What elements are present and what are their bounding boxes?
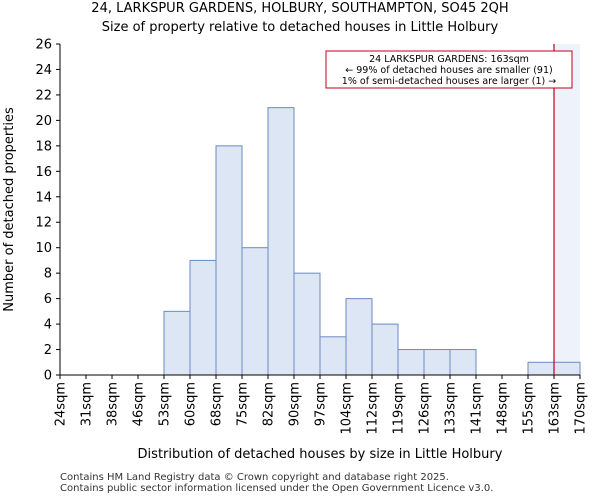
x-axis-title: Distribution of detached houses by size …	[138, 447, 503, 462]
bar	[345, 298, 373, 376]
x-tick-label: 148sqm	[496, 382, 511, 435]
bar	[397, 349, 425, 376]
x-tick-label: 60sqm	[184, 382, 199, 426]
x-tick-label: 163sqm	[548, 382, 563, 435]
annotation-text-2: ← 99% of detached houses are smaller (91…	[345, 65, 552, 76]
footer-line-2: Contains public sector information licen…	[60, 483, 494, 494]
bar	[163, 310, 191, 376]
bar	[293, 272, 321, 376]
y-tick-label: 24	[35, 63, 52, 78]
y-tick-label: 0	[44, 369, 52, 384]
x-tick-label: 68sqm	[210, 382, 225, 426]
bar	[189, 259, 217, 376]
chart-subtitle: Size of property relative to detached ho…	[101, 20, 499, 35]
y-tick-label: 16	[35, 165, 52, 180]
bar	[267, 107, 295, 376]
x-tick-label: 90sqm	[288, 382, 303, 426]
x-tick-label: 97sqm	[314, 382, 329, 426]
x-tick-label: 133sqm	[444, 382, 459, 435]
bar	[371, 323, 399, 376]
x-tick-label: 24sqm	[54, 382, 69, 426]
y-tick-label: 8	[44, 267, 52, 282]
x-tick-label: 119sqm	[392, 382, 407, 435]
bar	[241, 247, 269, 376]
bar	[527, 361, 555, 376]
annotation-text-3: 1% of semi-detached houses are larger (1…	[342, 76, 556, 87]
x-tick-label: 155sqm	[522, 382, 537, 435]
x-tick-label: 141sqm	[470, 382, 485, 435]
x-tick-label: 170sqm	[574, 382, 589, 435]
y-tick-label: 22	[35, 88, 52, 103]
y-tick-label: 18	[35, 139, 52, 154]
y-tick-label: 14	[35, 190, 52, 205]
y-axis-title: Number of detached properties	[2, 107, 17, 312]
y-tick-label: 26	[35, 38, 52, 53]
y-tick-label: 4	[44, 318, 52, 333]
annotation-box	[325, 50, 573, 89]
annotation-text-1: 24 LARKSPUR GARDENS: 163sqm	[369, 54, 529, 65]
bar	[449, 349, 477, 376]
y-tick-label: 12	[35, 216, 52, 231]
x-tick-label: 104sqm	[340, 382, 355, 435]
highlight-region	[554, 44, 580, 375]
y-tick-label: 10	[35, 241, 52, 256]
x-tick-label: 126sqm	[418, 382, 433, 435]
x-tick-label: 31sqm	[80, 382, 95, 426]
bar	[553, 361, 581, 376]
x-tick-label: 46sqm	[132, 382, 147, 426]
bar	[215, 145, 243, 376]
x-tick-label: 53sqm	[158, 382, 173, 426]
chart-title: 24, LARKSPUR GARDENS, HOLBURY, SOUTHAMPT…	[91, 1, 509, 16]
x-tick-label: 75sqm	[236, 382, 251, 426]
x-tick-label: 112sqm	[366, 382, 381, 435]
y-tick-label: 6	[44, 292, 52, 307]
y-tick-label: 20	[35, 114, 52, 129]
footer-line-1: Contains HM Land Registry data © Crown c…	[60, 472, 449, 483]
y-tick-label: 2	[44, 343, 52, 358]
x-tick-label: 38sqm	[106, 382, 121, 426]
x-tick-label: 82sqm	[262, 382, 277, 426]
bar	[319, 336, 347, 376]
bar	[423, 349, 451, 376]
